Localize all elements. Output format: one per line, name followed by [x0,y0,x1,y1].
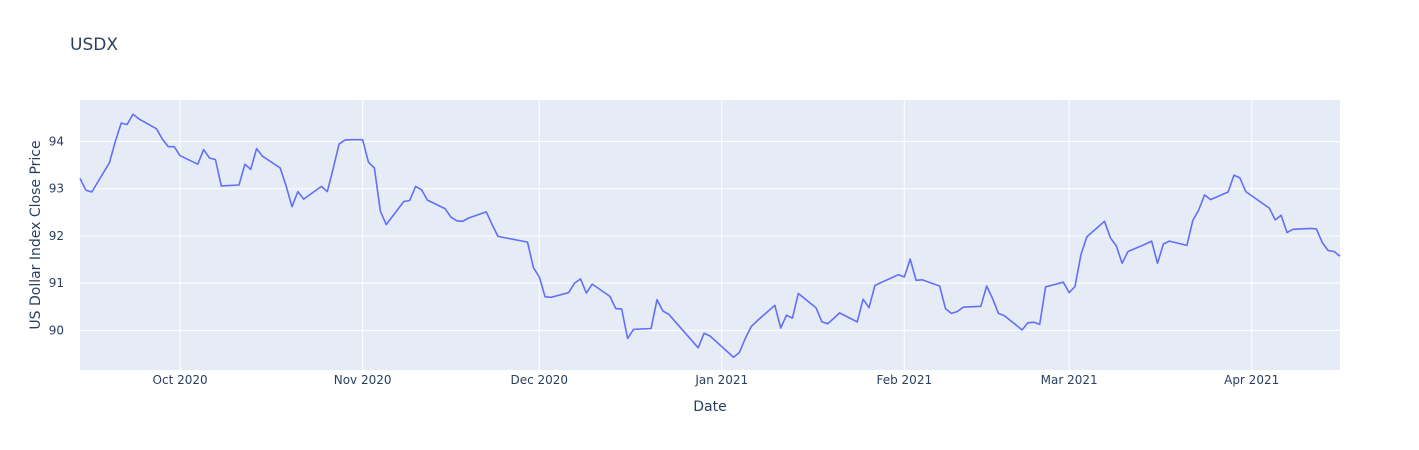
y-axis-ticks: 90 91 92 93 94 [49,135,64,338]
x-axis-ticks: Oct 2020 Nov 2020 Dec 2020 Jan 2021 Feb 2021… [153,373,1280,387]
y-tick-label: 90 [49,323,64,337]
x-tick-label: Mar 2021 [1041,373,1098,387]
x-gridlines [179,100,1253,370]
y-tick-label: 94 [49,135,64,149]
y-axis-title: US Dollar Index Close Price [28,140,44,329]
y-tick-label: 93 [49,182,64,196]
x-tick-label: Dec 2020 [510,373,568,387]
x-tick-label: Oct 2020 [153,373,208,387]
y-tick-label: 91 [49,276,64,290]
x-axis-title: Date [693,399,726,415]
y-gridlines [80,141,1340,331]
usdx-close-price-line [79,113,1341,359]
chart-title: USDX [70,35,118,55]
y-tick-label: 92 [49,229,64,243]
plot-background [80,100,1340,370]
x-tick-label: Feb 2021 [876,373,932,387]
x-tick-label: Apr 2021 [1224,373,1279,387]
x-tick-label: Jan 2021 [694,373,748,387]
x-tick-label: Nov 2020 [334,373,392,387]
